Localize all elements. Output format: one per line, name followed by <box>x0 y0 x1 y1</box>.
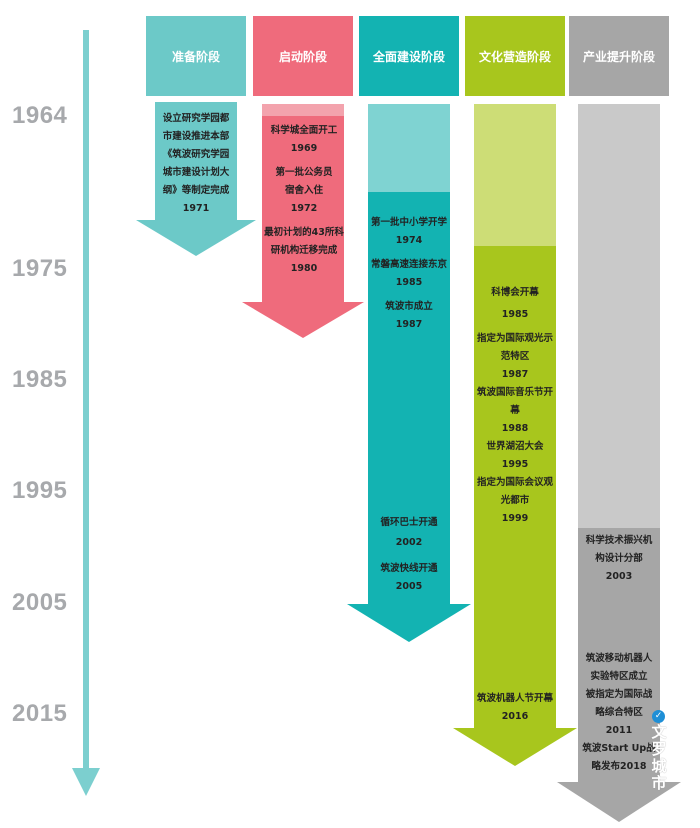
year-label: 1964 <box>12 102 68 129</box>
phase-arrow-body-preparation <box>155 102 237 220</box>
event-year: 1974 <box>395 235 423 246</box>
event-year: 1999 <box>501 513 529 524</box>
event-text: 实验特区成立 <box>590 671 648 682</box>
event-list-culture-late: 筑波机器人节开幕 2016 <box>469 690 561 726</box>
event-year: 1995 <box>501 459 529 470</box>
event-text: 设立研究学园都 <box>162 113 230 124</box>
event-text: 筑波国际音乐节开 <box>476 387 553 398</box>
phase-arrow-pre-launch <box>262 104 344 116</box>
phase-arrow-pre-construction <box>368 104 450 192</box>
event-list-preparation: 设立研究学园都 市建设推进本部 《筑波研究学园 城市建设计划大 纲》等制定完成 … <box>150 110 242 218</box>
event-year: 2016 <box>501 711 529 722</box>
event-text: 筑波移动机器人 <box>585 653 653 664</box>
phase-arrow-pre-culture <box>474 104 556 246</box>
event-year: 1985 <box>501 309 529 320</box>
phase-arrow-body-culture <box>474 246 556 728</box>
event-year: 2011 <box>605 725 633 736</box>
event-text: 略发布2018 <box>591 761 647 772</box>
event-text: 被指定为国际战 <box>585 689 653 700</box>
event-year: 1971 <box>182 203 210 214</box>
year-label: 2005 <box>12 589 68 616</box>
event-year: 2005 <box>395 581 423 592</box>
watermark-char: 城 <box>651 757 667 775</box>
event-text: 筑波Start Up战 <box>582 743 656 754</box>
event-text: 科博会开幕 <box>491 287 539 298</box>
event-text: 筑波市成立 <box>385 301 433 312</box>
event-text: 第一批公务员 <box>275 167 333 178</box>
event-text: 常磐高速连接东京 <box>370 259 447 270</box>
timeline-axis <box>83 30 89 770</box>
event-text: 《筑波研究学园 <box>162 149 230 160</box>
event-list-construction: 第一批中小学开学 1974 常磐高速连接东京 1985 筑波市成立 1987 <box>362 214 456 334</box>
phase-header-launch: 启动阶段 <box>253 16 353 96</box>
event-year: 1987 <box>395 319 423 330</box>
phase-header-construction: 全面建设阶段 <box>359 16 459 96</box>
event-text: 市建设推进本部 <box>162 131 230 142</box>
event-year: 1972 <box>290 203 318 214</box>
phase-arrow-tip-launch <box>242 302 364 338</box>
event-year: 2002 <box>395 537 423 548</box>
year-label: 1995 <box>12 477 68 504</box>
event-text: 世界湖沼大会 <box>486 441 544 452</box>
phase-header-preparation: 准备阶段 <box>146 16 246 96</box>
event-text: 筑波快线开通 <box>380 563 438 574</box>
phase-header-industry: 产业提升阶段 <box>569 16 669 96</box>
phase-header-culture: 文化营造阶段 <box>465 16 565 96</box>
phase-arrow-tip-construction <box>347 604 471 642</box>
event-year: 1985 <box>395 277 423 288</box>
watermark-char: 文 <box>651 723 667 741</box>
year-label: 1975 <box>12 255 68 282</box>
phase-arrow-tip-culture <box>453 728 577 766</box>
year-label: 2015 <box>12 700 68 727</box>
event-text: 光都市 <box>500 495 530 506</box>
event-text: 筑波机器人节开幕 <box>476 693 553 704</box>
watermark-char: 市 <box>651 774 667 792</box>
event-text: 研机构迁移完成 <box>270 245 338 256</box>
watermark-vertical-text: WENLUO CITY <box>673 708 680 761</box>
phase-arrow-tip-industry <box>557 782 681 822</box>
phase-arrow-body-launch <box>262 116 344 302</box>
event-text: 指定为国际会议观 <box>476 477 553 488</box>
event-text: 宿舍入住 <box>284 185 323 196</box>
event-text: 纲》等制定完成 <box>162 185 230 196</box>
event-year: 1988 <box>501 423 529 434</box>
event-text: 略综合特区 <box>595 707 643 718</box>
year-label: 1985 <box>12 366 68 393</box>
event-year: 2003 <box>605 571 633 582</box>
timeline-arrowhead <box>72 768 100 796</box>
event-list-industry-late: 筑波移动机器人 实验特区成立 被指定为国际战 略综合特区 2011 筑波Star… <box>573 650 665 776</box>
event-text: 循环巴士开通 <box>380 517 438 528</box>
event-list-launch: 科学城全面开工 1969 第一批公务员 宿舍入住 1972 最初计划的43所科 … <box>258 122 350 278</box>
event-text: 第一批中小学开学 <box>370 217 447 228</box>
event-text: 最初计划的43所科 <box>264 227 344 238</box>
watermark-text: 文 罗 城 市 <box>651 724 667 792</box>
event-text: 科学技术振兴机 <box>585 535 653 546</box>
event-text: 范特区 <box>500 351 530 362</box>
event-text: 城市建设计划大 <box>162 167 230 178</box>
event-year: 1969 <box>290 143 318 154</box>
event-text: 科学城全面开工 <box>270 125 338 136</box>
phase-arrow-body-industry <box>578 528 660 782</box>
event-list-culture: 科博会开幕 1985 指定为国际观光示 范特区 1987 筑波国际音乐节开 幕 … <box>469 284 561 528</box>
phase-arrow-body-construction <box>368 192 450 604</box>
event-text: 幕 <box>510 405 520 416</box>
phase-arrow-tip-preparation <box>136 220 256 256</box>
event-year: 1987 <box>501 369 529 380</box>
watermark-logo-icon: ✓ <box>652 710 665 723</box>
event-list-industry: 科学技术振兴机 构设计分部 2003 <box>573 532 665 586</box>
event-list-construction-late: 循环巴士开通 2002 筑波快线开通 2005 <box>362 514 456 596</box>
phase-arrow-pre-industry <box>578 104 660 528</box>
event-text: 构设计分部 <box>595 553 643 564</box>
event-text: 指定为国际观光示 <box>476 333 553 344</box>
watermark-char: 罗 <box>651 740 667 758</box>
event-year: 1980 <box>290 263 318 274</box>
